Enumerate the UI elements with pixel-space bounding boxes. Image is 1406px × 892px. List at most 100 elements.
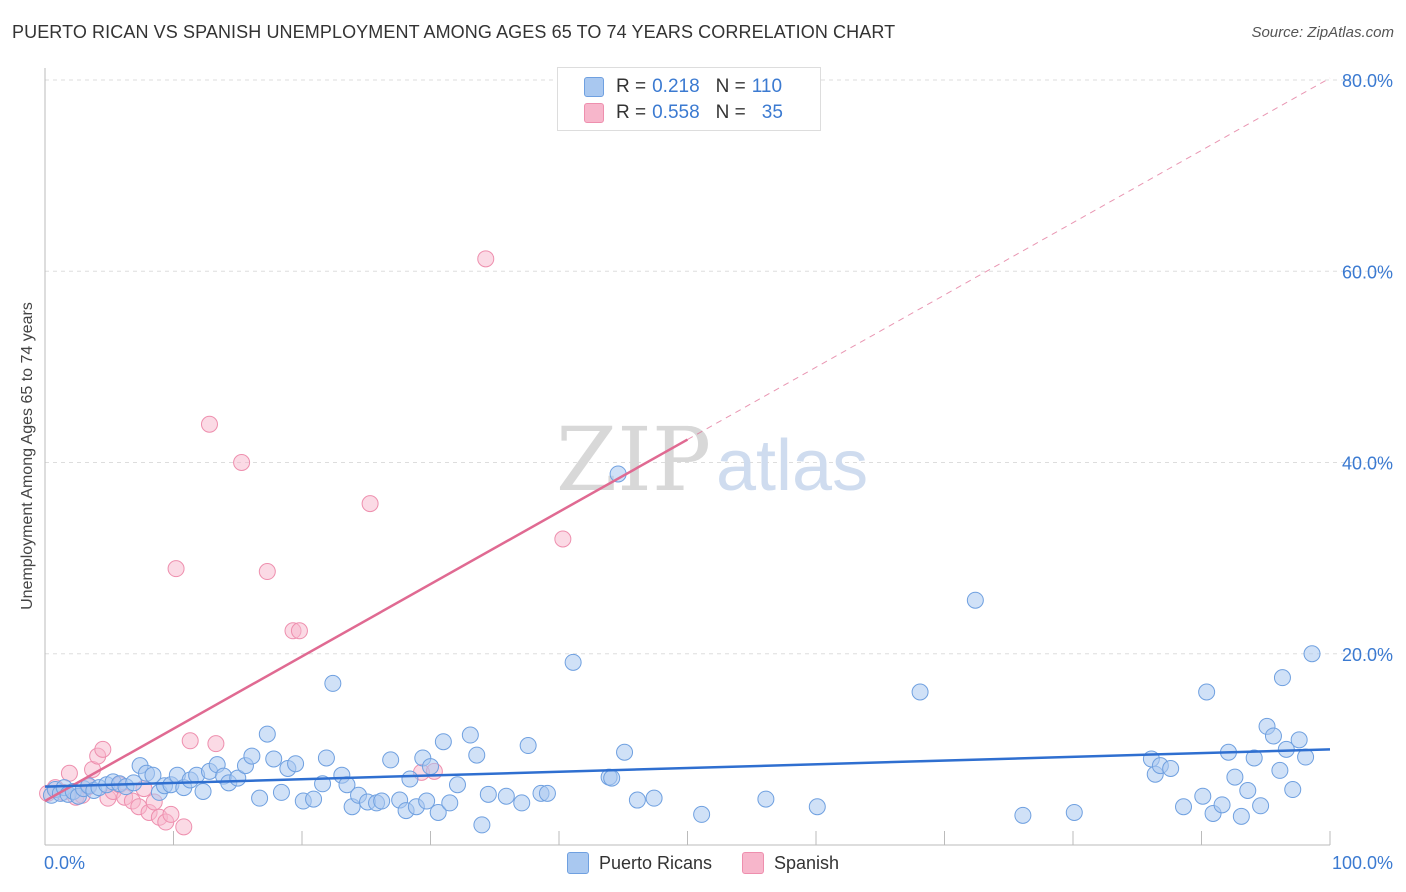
puerto-rican-point xyxy=(564,653,582,671)
spanish-point xyxy=(233,454,251,471)
legend-swatch-pink xyxy=(742,852,764,874)
trend-lines xyxy=(44,77,1331,803)
legend-item-spanish[interactable]: Spanish xyxy=(742,852,839,874)
puerto-rican-point xyxy=(757,790,775,808)
puerto-rican-point xyxy=(603,769,621,787)
spanish-point xyxy=(167,560,185,578)
puerto-rican-point xyxy=(1264,727,1282,745)
x-tick-label: 100.0% xyxy=(1332,853,1393,873)
legend-r-value: 0.558 xyxy=(652,102,700,123)
puerto-rican-point xyxy=(448,776,466,794)
legend-n-label: N = xyxy=(715,76,746,97)
puerto-rican-point xyxy=(693,805,711,823)
puerto-rican-point xyxy=(1014,806,1032,824)
puerto-rican-point xyxy=(1271,761,1289,779)
puerto-rican-point xyxy=(1232,807,1250,825)
y-tick-label: 80.0% xyxy=(1342,71,1393,91)
puerto-rican-point xyxy=(497,787,515,805)
puerto-rican-point xyxy=(434,733,452,751)
spanish-point xyxy=(207,735,225,753)
puerto-rican-point xyxy=(513,794,531,812)
puerto-rican-point xyxy=(194,782,212,800)
legend: R = 0.218 N = 110 R = 0.558 N = 35 xyxy=(557,67,821,131)
legend-swatch-pink xyxy=(584,103,604,123)
puerto-rican-point xyxy=(258,725,276,743)
spanish-point xyxy=(175,818,193,836)
spanish-points xyxy=(39,250,572,836)
spanish-point xyxy=(361,495,379,513)
spanish-trend-extension xyxy=(687,77,1331,440)
legend-n-value: 110 xyxy=(751,76,783,97)
puerto-rican-point xyxy=(1245,749,1263,767)
spanish-point xyxy=(258,563,276,581)
y-tick-label: 60.0% xyxy=(1342,262,1393,282)
spanish-point xyxy=(200,415,218,433)
legend-swatch-blue xyxy=(566,852,589,874)
spanish-point xyxy=(60,764,78,782)
puerto-rican-point xyxy=(1273,669,1291,687)
puerto-rican-point xyxy=(401,770,419,788)
puerto-rican-point xyxy=(243,747,261,765)
puerto-rican-point xyxy=(317,749,335,767)
legend-n-value: 35 xyxy=(761,102,783,123)
spanish-point xyxy=(290,622,308,640)
y-tick-label: 20.0% xyxy=(1342,645,1393,665)
puerto-rican-point xyxy=(272,783,290,801)
puerto-rican-point xyxy=(1065,803,1083,821)
puerto-rican-point xyxy=(473,816,491,834)
legend-item-puerto-ricans[interactable]: Puerto Ricans xyxy=(566,852,712,874)
watermark-atlas: atlas xyxy=(716,426,868,506)
spanish-point xyxy=(181,732,199,750)
puerto-rican-point xyxy=(1198,683,1216,701)
puerto-rican-point xyxy=(1162,760,1180,777)
puerto-rican-point xyxy=(422,758,439,776)
puerto-rican-point xyxy=(1290,731,1308,749)
puerto-rican-point xyxy=(1226,768,1244,786)
legend-r-value: 0.218 xyxy=(652,76,700,97)
legend-n-label: N = xyxy=(715,102,746,123)
legend-label-puerto-ricans: Puerto Ricans xyxy=(598,852,712,873)
axes xyxy=(44,68,1331,846)
puerto-rican-point xyxy=(1194,787,1212,805)
puerto-rican-point xyxy=(418,792,436,810)
puerto-rican-point xyxy=(429,803,447,821)
legend-row-spanish: R = 0.558 N = 35 xyxy=(584,100,783,126)
spanish-point xyxy=(162,805,180,823)
puerto-rican-point xyxy=(1303,645,1321,663)
puerto-rican-point xyxy=(966,591,984,609)
puerto-rican-point xyxy=(1213,796,1231,814)
puerto-rican-point xyxy=(628,791,646,809)
puerto-rican-point xyxy=(538,784,556,802)
bottom-legend: Puerto Ricans Spanish xyxy=(0,852,1406,874)
y-tick-label: 40.0% xyxy=(1342,454,1393,474)
legend-r-label: R = xyxy=(616,102,647,123)
x-tick-label: 0.0% xyxy=(44,853,85,873)
puerto-rican-point xyxy=(468,746,486,764)
puerto-rican-point xyxy=(461,726,479,744)
puerto-rican-point xyxy=(645,789,663,807)
puerto-rican-point xyxy=(265,750,283,768)
spanish-trend-line xyxy=(44,438,689,803)
puerto-rican-points xyxy=(42,465,1321,834)
puerto-rican-point xyxy=(1175,798,1193,816)
puerto-rican-point xyxy=(911,683,929,701)
legend-row-puerto-ricans: R = 0.218 N = 110 xyxy=(584,74,782,100)
puerto-rican-point xyxy=(808,798,826,816)
legend-swatch-blue xyxy=(584,77,604,97)
puerto-rican-point xyxy=(616,743,634,761)
puerto-rican-point xyxy=(1239,781,1257,799)
tick-labels: 20.0% 40.0% 60.0% 80.0% 0.0% 100.0% xyxy=(44,71,1393,873)
puerto-rican-point xyxy=(1284,781,1302,799)
spanish-point xyxy=(554,530,572,548)
legend-r-label: R = xyxy=(616,76,647,97)
puerto-rican-point xyxy=(382,751,400,769)
source-label: Source: ZipAtlas.com xyxy=(1251,24,1394,41)
puerto-rican-point xyxy=(519,737,537,755)
puerto-rican-point xyxy=(1252,797,1270,815)
spanish-point xyxy=(94,740,112,758)
puerto-rican-point xyxy=(441,794,459,812)
chart-title: PUERTO RICAN VS SPANISH UNEMPLOYMENT AMO… xyxy=(12,22,896,42)
puerto-rican-point xyxy=(479,785,497,803)
puerto-rican-point xyxy=(287,755,305,773)
